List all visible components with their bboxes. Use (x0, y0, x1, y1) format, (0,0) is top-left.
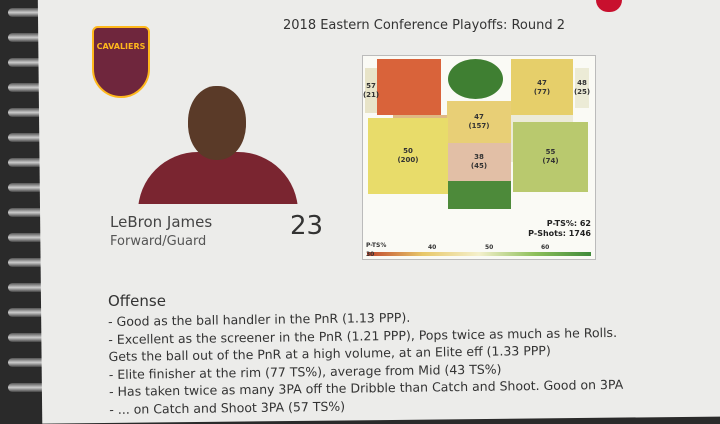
zone-ts: 55 (545, 148, 556, 156)
zone-shots: (77) (533, 87, 551, 96)
zone-shots: (45) (470, 162, 488, 170)
zone-ts: 48 (577, 79, 587, 87)
shot-zone: 48 (25) (573, 68, 591, 108)
zone-shots: (200) (397, 156, 419, 164)
scale-tick: 50 (485, 244, 494, 251)
color-scale (367, 252, 591, 256)
player-number: 23 (290, 211, 324, 241)
shot-zone: 47 (77) (511, 59, 573, 116)
scale-tick: 40 (428, 244, 437, 251)
shot-zone: 50 (200) (368, 118, 448, 194)
shot-zone: 55 (74) (513, 122, 588, 192)
shot-chart-summary: P-TS%: 62 P-Shots: 1746 (528, 219, 591, 239)
zone-shots: (74) (542, 157, 559, 165)
raptors-logo (596, 0, 622, 12)
shot-zone (448, 59, 503, 99)
player-photo (133, 82, 303, 204)
page-title: 2018 Eastern Conference Playoffs: Round … (283, 18, 566, 33)
shot-zone (448, 181, 511, 209)
p-shots: P-Shots: 1746 (528, 229, 591, 238)
player-name: LeBron James (110, 213, 213, 231)
offense-notes: - Good as the ball handler in the PnR (1… (108, 306, 624, 418)
shot-chart: P-TS%: 62 P-Shots: 1746 P-TS% 30 40 50 6… (362, 55, 596, 260)
scale-tick: 60 (541, 244, 550, 251)
shot-zone: 57 (21) (362, 68, 380, 113)
zone-shots: (157) (468, 122, 490, 130)
cavaliers-logo: CAVALIERS (92, 26, 150, 98)
shot-zone: 47 (157) (447, 101, 511, 143)
shot-zone (377, 59, 441, 115)
shot-zone: 38 (45) (447, 143, 511, 181)
spiral-binding (0, 0, 60, 405)
zone-ts: 57 (366, 81, 376, 90)
zone-shots: (21) (362, 90, 380, 99)
scale-label: P-TS% (366, 242, 387, 249)
zone-ts: 50 (403, 147, 413, 155)
player-position: Forward/Guard (110, 234, 207, 249)
p-ts: P-TS%: 62 (546, 219, 591, 228)
offense-heading: Offense (108, 292, 166, 310)
zone-shots: (25) (573, 88, 591, 96)
scale-tick: 30 (366, 251, 375, 258)
zone-ts: 47 (474, 113, 484, 121)
zone-ts: 47 (537, 78, 547, 87)
zone-ts: 38 (474, 153, 484, 161)
